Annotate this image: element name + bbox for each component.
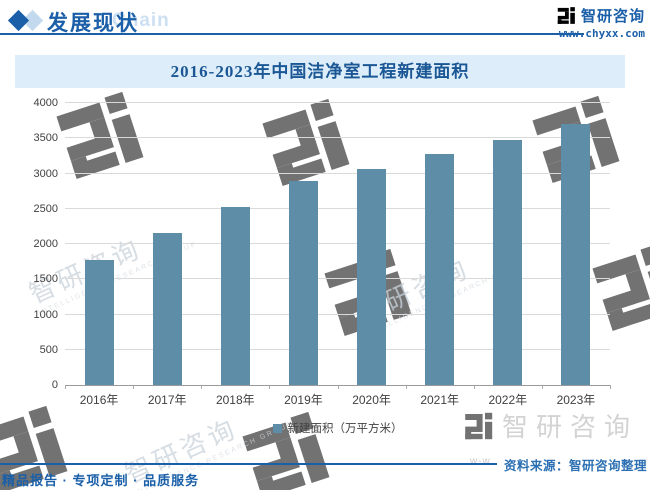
y-axis-tick-label: 2000 (33, 238, 58, 250)
header: Chain 发展现状 .brand .p-light{fill:#4fa0d8}… (0, 0, 650, 46)
gridline (65, 172, 610, 174)
bar-2021年 (425, 154, 455, 385)
legend: 新建面积（万平方米） (65, 420, 610, 436)
x-axis-tick (65, 385, 66, 389)
header-backdrop-text: Chain (112, 10, 170, 31)
x-axis-label: 2020年 (352, 393, 391, 407)
y-axis-tick-label: 0 (51, 379, 58, 391)
bar-2023年 (561, 124, 591, 385)
x-axis-tick (473, 385, 475, 389)
y-axis-tick-label: 3000 (33, 167, 58, 180)
x-axis-label: 2022年 (488, 393, 528, 407)
gridline (65, 207, 610, 209)
chart-title: 2016-2023年中国洁净室工程新建面积 (170, 62, 470, 81)
x-axis-label: 2016年 (79, 393, 119, 407)
x-axis-labels: 2016年 2017年 2018年 2019年 2020年 2021年 2022年 2023年 (65, 391, 610, 407)
brand-logo-icon: .brand .p-light{fill:#4fa0d8}.brand .p-d… (557, 6, 576, 25)
x-axis-tick (610, 385, 611, 389)
bar-2022年 (493, 139, 523, 385)
y-axis-tick-label: 3500 (33, 132, 58, 145)
footer-divider (0, 463, 497, 465)
gridline (65, 243, 610, 244)
y-axis-tick-label: 1500 (33, 273, 58, 286)
y-axis-tick-label: 2500 (33, 202, 58, 215)
watermark-logo-icon (237, 406, 337, 490)
x-axis-label: 2019年 (284, 393, 323, 407)
y-axis-labels: 0 500 1000 1500 2000 2500 3000 3500 4000 (0, 97, 58, 391)
brand-logo: .brand .p-light{fill:#4fa0d8}.brand .p-d… (557, 5, 645, 26)
x-axis-label: 2021年 (420, 393, 460, 407)
gridline (65, 102, 610, 103)
y-axis-tick-label: 500 (39, 343, 58, 356)
y-axis-tick-label: 4000 (33, 97, 58, 109)
bar-2019年 (288, 180, 318, 385)
brand-url: www.chyxx.com (558, 27, 645, 40)
legend-label: 新建面积（万平方米） (287, 423, 403, 435)
gridline (65, 278, 610, 280)
gridline (65, 348, 610, 350)
y-axis-tick-label: 1000 (33, 308, 58, 321)
x-axis-tick (201, 385, 203, 389)
header-divider (0, 33, 584, 35)
gridline (65, 137, 610, 139)
x-axis-label: 2017年 (147, 393, 187, 407)
bar-2016年 (84, 259, 114, 385)
x-axis-tick (405, 385, 407, 389)
bar-2020年 (357, 169, 387, 385)
gridline (65, 313, 610, 315)
brand-name: 智研咨询 (580, 8, 645, 25)
x-axis-label: 2018年 (215, 393, 255, 407)
watermark-url-fragment: w-w (470, 456, 491, 467)
diamond-icon-dark (7, 9, 30, 32)
bar-2017年 (152, 233, 182, 385)
legend-marker (272, 423, 282, 433)
x-axis-tick (133, 385, 135, 389)
bar-2018年 (220, 206, 250, 385)
source-note: 资料来源：智研咨询整理 (503, 459, 647, 473)
x-axis-tick (269, 385, 271, 389)
chart-title-band: 2016-2023年中国洁净室工程新建面积 (15, 55, 625, 88)
plot-area (65, 102, 611, 389)
x-axis-label: 2023年 (556, 393, 596, 407)
page-title: 发展现状 (47, 12, 139, 35)
x-axis-tick (541, 385, 543, 389)
x-axis-tick (337, 385, 339, 389)
footer-slogan: 精品报告 · 专项定制 · 品质服务 (2, 473, 200, 488)
